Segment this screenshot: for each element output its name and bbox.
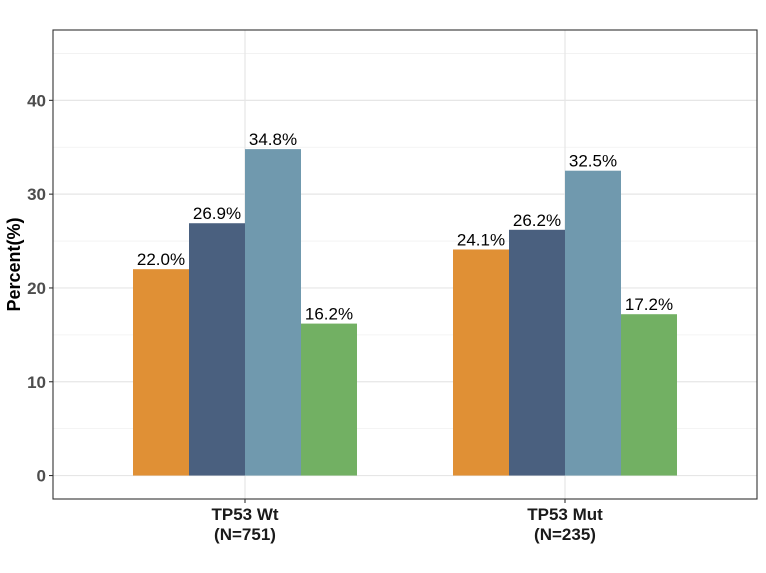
x-tick-label-sub: (N=751) <box>214 525 276 544</box>
data-label: 26.2% <box>513 211 561 230</box>
bar <box>509 229 565 476</box>
bars <box>133 149 677 476</box>
plot-border <box>52 29 758 500</box>
data-label: 24.1% <box>457 230 505 249</box>
data-label: 16.2% <box>305 305 353 324</box>
data-label: 34.8% <box>249 130 297 149</box>
y-tick-label: 0 <box>37 467 46 486</box>
x-tick-label: TP53 Mut <box>527 505 603 524</box>
bar <box>301 323 357 476</box>
x-tick-label: TP53 Wt <box>211 505 278 524</box>
bar <box>245 149 301 476</box>
data-label: 32.5% <box>569 152 617 171</box>
bar <box>565 170 621 476</box>
y-tick-label: 30 <box>27 185 46 204</box>
bar <box>621 314 677 476</box>
y-tick-label: 40 <box>27 91 46 110</box>
data-label: 26.9% <box>193 204 241 223</box>
bar <box>133 269 189 476</box>
x-axis: TP53 Wt(N=751) TP53 Mut(N=235) <box>211 499 603 544</box>
y-axis-title: Percent(%) <box>4 217 24 311</box>
bar <box>189 223 245 476</box>
data-labels: 22.0% 26.9% 34.8% 16.2% 24.1% 26.2% 32.5% 17.2% <box>137 130 673 323</box>
bar <box>453 249 509 476</box>
data-label: 17.2% <box>625 295 673 314</box>
y-tick-label: 20 <box>27 279 46 298</box>
y-axis: 0 10 20 30 40 <box>27 91 53 486</box>
x-tick-label-sub: (N=235) <box>534 525 596 544</box>
data-label: 22.0% <box>137 250 185 269</box>
y-tick-label: 10 <box>27 373 46 392</box>
